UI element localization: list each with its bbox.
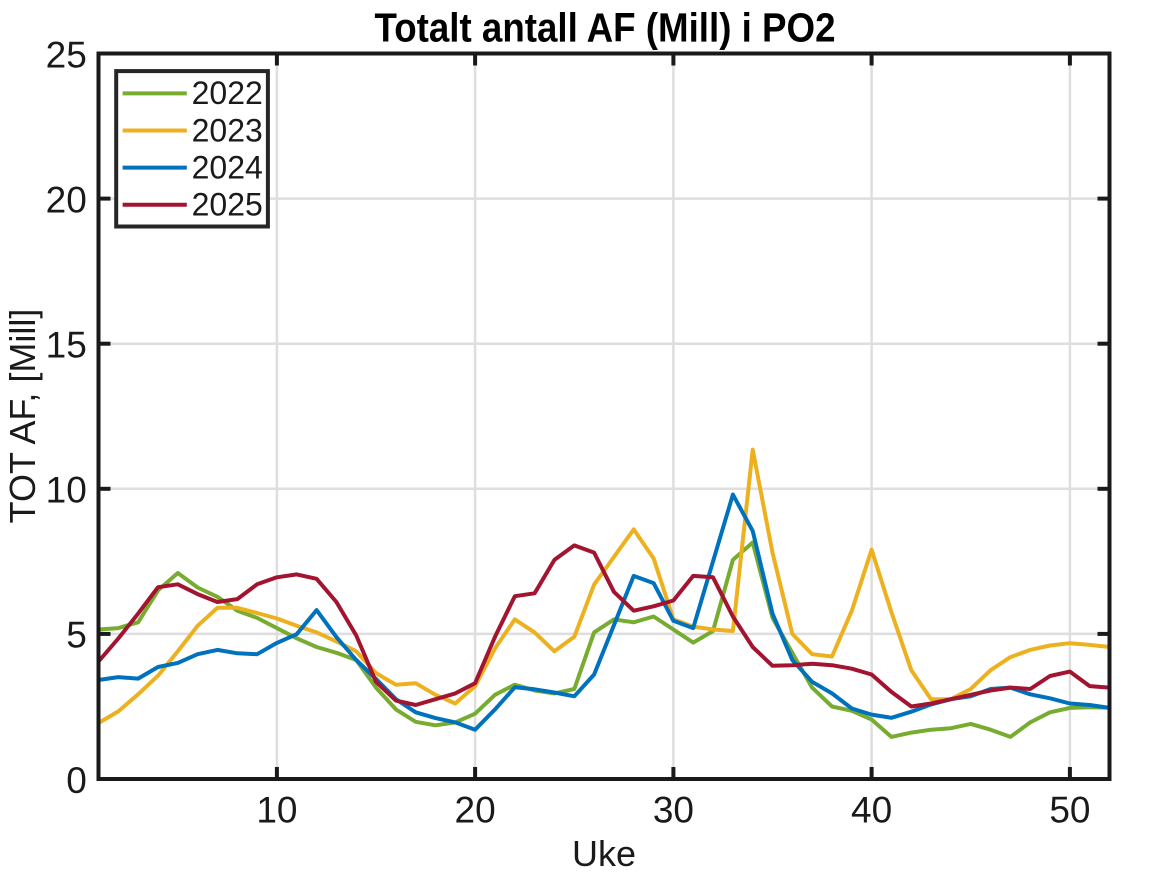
svg-text:5: 5: [66, 615, 87, 656]
svg-text:15: 15: [46, 325, 87, 366]
svg-text:10: 10: [256, 790, 297, 831]
svg-text:TOT AF, [Mill]: TOT AF, [Mill]: [2, 309, 43, 524]
svg-text:10: 10: [46, 470, 87, 511]
svg-text:50: 50: [1049, 790, 1090, 831]
svg-text:Totalt antall AF (Mill) i PO2: Totalt antall AF (Mill) i PO2: [375, 5, 836, 51]
svg-text:30: 30: [653, 790, 694, 831]
svg-text:2025: 2025: [192, 187, 263, 223]
svg-text:2023: 2023: [192, 112, 263, 148]
svg-text:25: 25: [46, 34, 87, 75]
svg-text:2022: 2022: [192, 75, 263, 111]
svg-text:20: 20: [455, 790, 496, 831]
svg-text:40: 40: [851, 790, 892, 831]
svg-text:20: 20: [46, 179, 87, 220]
svg-text:0: 0: [66, 760, 87, 801]
svg-text:2024: 2024: [192, 149, 263, 185]
svg-text:Uke: Uke: [572, 833, 636, 874]
